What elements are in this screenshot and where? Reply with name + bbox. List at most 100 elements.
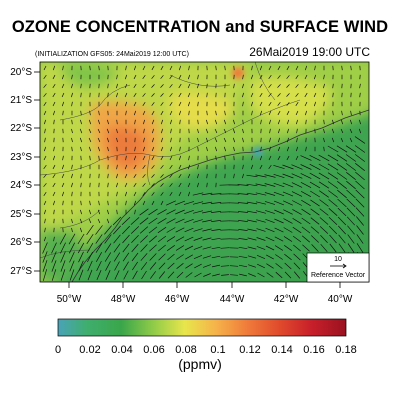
wind-vector xyxy=(167,271,175,279)
wind-vector xyxy=(113,234,121,244)
wind-vector xyxy=(336,163,348,171)
wind-vector xyxy=(247,210,257,214)
wind-vector xyxy=(52,101,56,107)
wind-vector xyxy=(124,92,128,98)
wind-vector xyxy=(142,110,146,116)
wind-vector xyxy=(223,119,227,125)
wind-vector xyxy=(140,253,148,261)
wind-vector xyxy=(202,228,212,232)
wind-vector xyxy=(188,110,190,116)
lat-label: 24°S xyxy=(10,180,32,191)
wind-vector xyxy=(176,254,184,260)
wind-vector xyxy=(114,261,120,271)
wind-vector xyxy=(251,65,253,71)
wind-vector xyxy=(42,260,48,272)
wind-vector xyxy=(329,243,337,253)
lon-label: 42°W xyxy=(274,294,299,305)
wind-vector xyxy=(133,191,137,197)
wind-vector xyxy=(104,252,112,262)
wind-vector xyxy=(43,74,47,80)
wind-vector xyxy=(124,83,128,89)
wind-vector xyxy=(88,146,92,152)
wind-vector xyxy=(310,199,320,207)
wind-vector xyxy=(43,110,47,116)
lat-label: 21°S xyxy=(10,95,32,106)
wind-vector xyxy=(250,92,254,98)
wind-vector xyxy=(43,93,47,97)
wind-vector xyxy=(86,242,94,254)
southwest-low-ozone xyxy=(40,230,90,282)
wind-vector xyxy=(160,119,164,125)
wind-vector xyxy=(62,200,64,206)
wind-vector xyxy=(61,182,65,188)
wind-vector xyxy=(346,207,356,217)
wind-vector xyxy=(43,183,47,187)
wind-vector xyxy=(355,180,365,190)
wind-vector xyxy=(327,181,339,189)
wind-vector xyxy=(160,110,164,116)
wind-vector xyxy=(268,93,272,97)
colorbar-gradient xyxy=(57,318,347,337)
wind-vector xyxy=(187,164,191,170)
wind-vector xyxy=(268,84,272,88)
wind-vector xyxy=(338,243,346,253)
wind-vector xyxy=(237,184,249,186)
wind-vector xyxy=(143,119,145,125)
wind-vector xyxy=(242,128,244,134)
wind-vector xyxy=(160,146,164,152)
wind-vector xyxy=(167,262,175,270)
wind-vector xyxy=(52,74,56,80)
wind-vector xyxy=(52,84,56,88)
wind-vector xyxy=(266,254,274,260)
wind-vector xyxy=(116,74,118,80)
wind-vector xyxy=(202,237,212,241)
wind-vector xyxy=(125,65,127,71)
wind-vector xyxy=(89,110,91,116)
wind-vector xyxy=(116,164,118,170)
wind-vector xyxy=(43,146,47,152)
wind-vector xyxy=(52,182,56,188)
wind-vector xyxy=(238,246,248,250)
wind-vector xyxy=(89,65,91,71)
wind-vector xyxy=(331,137,335,143)
wind-vector xyxy=(142,93,146,97)
wind-vector xyxy=(259,110,263,116)
wind-vector xyxy=(283,209,293,215)
wind-vector xyxy=(97,137,101,143)
wind-vector xyxy=(116,128,118,134)
wind-vector xyxy=(86,234,94,244)
wind-vector xyxy=(250,74,254,80)
wind-vector xyxy=(160,165,164,169)
wind-vector xyxy=(251,110,253,116)
wind-vector xyxy=(142,74,146,80)
lat-label: 23°S xyxy=(10,152,32,163)
wind-vector xyxy=(286,75,290,79)
wind-vector xyxy=(106,218,110,224)
wind-vector xyxy=(268,102,272,106)
wind-vector xyxy=(347,243,355,253)
wind-vector xyxy=(104,234,112,244)
wind-vector xyxy=(293,271,301,279)
wind-vector xyxy=(286,102,290,106)
wind-vector xyxy=(283,227,293,233)
wind-vector xyxy=(77,233,85,245)
wind-vector xyxy=(51,251,57,263)
wind-vector xyxy=(300,190,312,198)
wind-vector xyxy=(211,211,221,213)
wind-vector xyxy=(114,270,120,280)
wind-vector xyxy=(214,146,218,152)
wind-vector xyxy=(310,217,320,225)
wind-vector xyxy=(337,216,347,226)
wind-vector xyxy=(61,173,65,179)
wind-vector xyxy=(166,236,176,242)
wind-vector xyxy=(292,209,302,215)
wind-vector xyxy=(264,201,276,205)
wind-vector xyxy=(133,110,137,116)
wind-vector xyxy=(349,128,353,134)
wind-vector xyxy=(116,191,118,197)
wind-vector xyxy=(142,84,146,88)
wind-vector xyxy=(300,173,312,179)
colorbar-tick-label: 0.06 xyxy=(143,344,164,356)
wind-vector xyxy=(277,119,281,125)
map-frame xyxy=(39,61,370,283)
